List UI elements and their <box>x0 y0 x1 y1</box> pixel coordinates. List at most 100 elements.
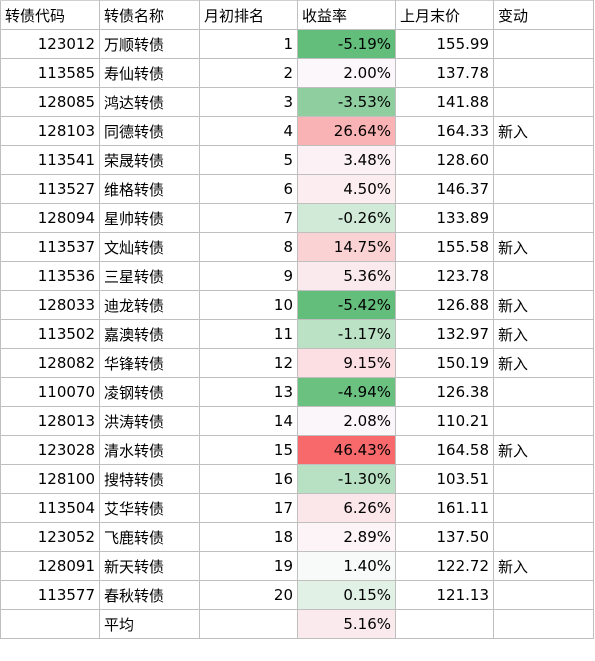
cell-change[interactable] <box>493 145 594 175</box>
cell-change[interactable]: 新入 <box>493 116 594 146</box>
cell-change[interactable] <box>493 377 594 407</box>
cell-rank[interactable]: 4 <box>199 116 298 146</box>
cell-code[interactable]: 128091 <box>0 551 100 581</box>
header-rank[interactable]: 月初排名 <box>199 0 298 30</box>
cell-change[interactable]: 新入 <box>493 290 594 320</box>
cell-return[interactable]: -0.26% <box>297 203 396 233</box>
cell-return[interactable]: 14.75% <box>297 232 396 262</box>
cell-rank[interactable]: 12 <box>199 348 298 378</box>
cell-name[interactable]: 艾华转债 <box>99 493 200 523</box>
cell-last-price[interactable]: 133.89 <box>395 203 494 233</box>
cell-change[interactable] <box>493 609 594 639</box>
cell-change[interactable]: 新入 <box>493 232 594 262</box>
cell-name[interactable]: 维格转债 <box>99 174 200 204</box>
cell-last-price[interactable]: 155.99 <box>395 29 494 59</box>
cell-code[interactable]: 113585 <box>0 58 100 88</box>
cell-last-price[interactable]: 164.58 <box>395 435 494 465</box>
cell-name[interactable]: 三星转债 <box>99 261 200 291</box>
cell-last-price[interactable]: 137.78 <box>395 58 494 88</box>
cell-name[interactable]: 嘉澳转债 <box>99 319 200 349</box>
cell-name[interactable]: 搜特转债 <box>99 464 200 494</box>
cell-return[interactable]: -1.17% <box>297 319 396 349</box>
cell-code[interactable]: 128085 <box>0 87 100 117</box>
cell-name[interactable]: 文灿转债 <box>99 232 200 262</box>
cell-last-price[interactable]: 155.58 <box>395 232 494 262</box>
cell-rank[interactable]: 15 <box>199 435 298 465</box>
cell-return[interactable]: 2.89% <box>297 522 396 552</box>
cell-last-price[interactable]: 126.88 <box>395 290 494 320</box>
cell-name[interactable]: 清水转债 <box>99 435 200 465</box>
cell-name[interactable]: 春秋转债 <box>99 580 200 610</box>
cell-return[interactable]: 6.26% <box>297 493 396 523</box>
cell-return[interactable]: 5.16% <box>297 609 396 639</box>
cell-return[interactable]: 3.48% <box>297 145 396 175</box>
cell-change[interactable] <box>493 261 594 291</box>
cell-last-price[interactable]: 141.88 <box>395 87 494 117</box>
cell-change[interactable]: 新入 <box>493 319 594 349</box>
cell-code[interactable]: 128100 <box>0 464 100 494</box>
cell-change[interactable]: 新入 <box>493 348 594 378</box>
cell-rank[interactable]: 6 <box>199 174 298 204</box>
cell-rank[interactable]: 9 <box>199 261 298 291</box>
cell-name[interactable]: 飞鹿转债 <box>99 522 200 552</box>
cell-code[interactable]: 123028 <box>0 435 100 465</box>
cell-code[interactable]: 113502 <box>0 319 100 349</box>
cell-change[interactable] <box>493 406 594 436</box>
cell-return[interactable]: -1.30% <box>297 464 396 494</box>
cell-code[interactable] <box>0 609 100 639</box>
cell-rank[interactable]: 18 <box>199 522 298 552</box>
cell-name[interactable]: 鸿达转债 <box>99 87 200 117</box>
cell-code[interactable]: 123052 <box>0 522 100 552</box>
cell-code[interactable]: 113527 <box>0 174 100 204</box>
cell-code[interactable]: 113577 <box>0 580 100 610</box>
cell-last-price[interactable]: 121.13 <box>395 580 494 610</box>
cell-return[interactable]: 46.43% <box>297 435 396 465</box>
cell-change[interactable] <box>493 87 594 117</box>
cell-name[interactable]: 寿仙转债 <box>99 58 200 88</box>
cell-code[interactable]: 128013 <box>0 406 100 436</box>
cell-name[interactable]: 新天转债 <box>99 551 200 581</box>
cell-code[interactable]: 113541 <box>0 145 100 175</box>
cell-last-price[interactable]: 137.50 <box>395 522 494 552</box>
cell-name[interactable]: 凌钢转债 <box>99 377 200 407</box>
cell-change[interactable]: 新入 <box>493 551 594 581</box>
cell-change[interactable] <box>493 522 594 552</box>
cell-last-price[interactable]: 164.33 <box>395 116 494 146</box>
cell-change[interactable] <box>493 29 594 59</box>
cell-return[interactable]: -4.94% <box>297 377 396 407</box>
cell-change[interactable]: 新入 <box>493 435 594 465</box>
cell-change[interactable] <box>493 493 594 523</box>
cell-rank[interactable]: 1 <box>199 29 298 59</box>
cell-return[interactable]: 26.64% <box>297 116 396 146</box>
cell-change[interactable] <box>493 580 594 610</box>
cell-code[interactable]: 113504 <box>0 493 100 523</box>
cell-code[interactable]: 128033 <box>0 290 100 320</box>
cell-return[interactable]: 4.50% <box>297 174 396 204</box>
cell-return[interactable]: 0.15% <box>297 580 396 610</box>
cell-rank[interactable]: 17 <box>199 493 298 523</box>
cell-rank[interactable]: 14 <box>199 406 298 436</box>
cell-rank[interactable]: 13 <box>199 377 298 407</box>
cell-return[interactable]: 2.00% <box>297 58 396 88</box>
cell-rank[interactable]: 3 <box>199 87 298 117</box>
cell-name[interactable]: 迪龙转债 <box>99 290 200 320</box>
cell-name[interactable]: 荣晟转债 <box>99 145 200 175</box>
header-return[interactable]: 收益率 <box>297 0 396 30</box>
cell-return[interactable]: 5.36% <box>297 261 396 291</box>
cell-return[interactable]: 2.08% <box>297 406 396 436</box>
cell-name[interactable]: 洪涛转债 <box>99 406 200 436</box>
cell-code[interactable]: 113537 <box>0 232 100 262</box>
cell-last-price[interactable]: 146.37 <box>395 174 494 204</box>
cell-rank[interactable]: 11 <box>199 319 298 349</box>
cell-rank[interactable]: 2 <box>199 58 298 88</box>
cell-code[interactable]: 110070 <box>0 377 100 407</box>
cell-rank[interactable] <box>199 609 298 639</box>
cell-code[interactable]: 123012 <box>0 29 100 59</box>
header-change[interactable]: 变动 <box>493 0 594 30</box>
cell-last-price[interactable]: 161.11 <box>395 493 494 523</box>
cell-name[interactable]: 华锋转债 <box>99 348 200 378</box>
cell-return[interactable]: -5.42% <box>297 290 396 320</box>
cell-code[interactable]: 128082 <box>0 348 100 378</box>
cell-return[interactable]: 1.40% <box>297 551 396 581</box>
cell-name[interactable]: 星帅转债 <box>99 203 200 233</box>
